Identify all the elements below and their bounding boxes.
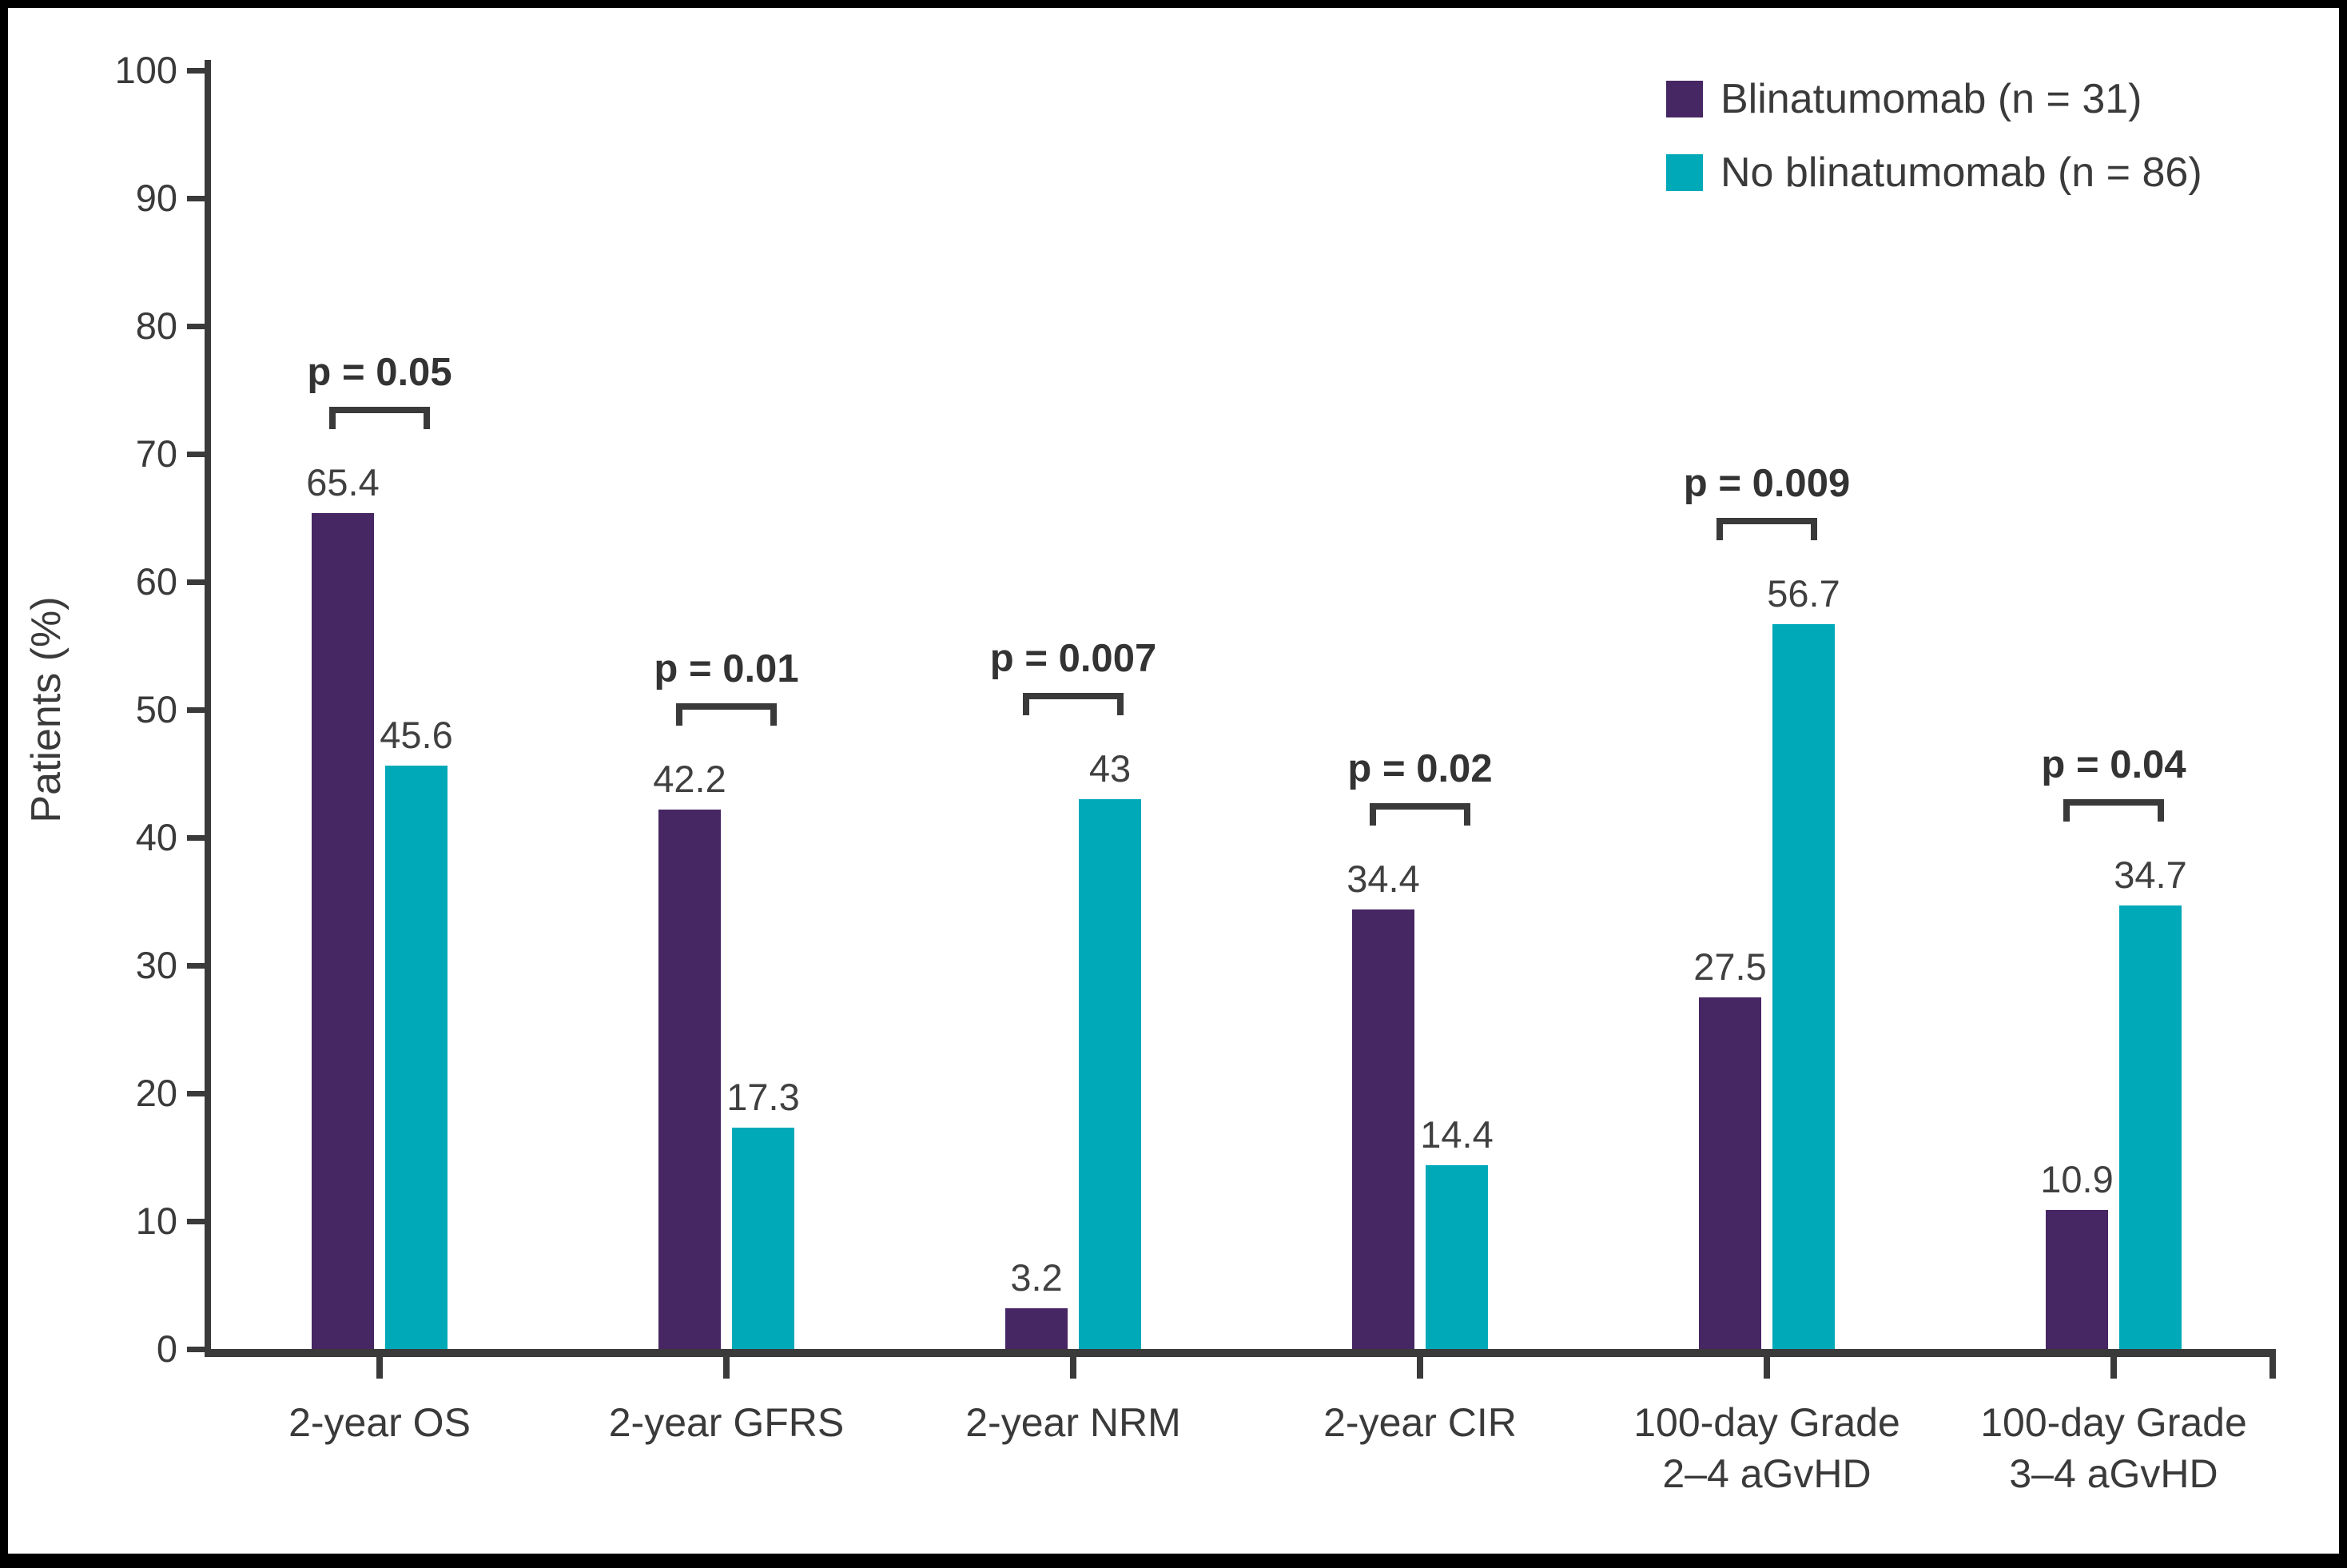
significance-bracket xyxy=(1023,693,1124,715)
significance-bracket xyxy=(676,702,777,726)
bar-value-label: 3.2 xyxy=(1010,1256,1063,1299)
significance-bracket xyxy=(329,406,430,429)
y-tick-label: 20 xyxy=(135,1072,177,1114)
x-axis-tick xyxy=(1070,1357,1076,1379)
bar-no-blinatumomab xyxy=(732,1128,794,1349)
bar-no-blinatumomab xyxy=(1079,799,1141,1349)
significance-bracket xyxy=(2063,798,2164,822)
bar-blinatumomab xyxy=(1005,1307,1068,1349)
y-axis-tick xyxy=(187,323,205,329)
significance-bracket xyxy=(1370,802,1470,826)
bar-value-label: 34.4 xyxy=(1347,857,1420,900)
y-tick-label: 100 xyxy=(114,49,177,91)
y-tick-label: 30 xyxy=(135,944,177,986)
y-axis-line xyxy=(205,60,211,1357)
y-tick-label: 40 xyxy=(135,816,177,858)
y-tick-label: 10 xyxy=(135,1200,177,1242)
y-axis-tick xyxy=(187,834,205,841)
y-tick-label: 50 xyxy=(135,688,177,730)
bar-value-label: 34.7 xyxy=(2114,853,2187,896)
category-label-line: 100-day Grade xyxy=(1633,1400,1900,1445)
p-value-label: p = 0.007 xyxy=(989,637,1157,680)
legend-label: No blinatumomab (n = 86) xyxy=(1720,149,2202,196)
bar-value-label: 43 xyxy=(1088,747,1132,790)
bar-value-label: 27.5 xyxy=(1693,945,1767,988)
category-label-line: 2-year NRM xyxy=(965,1400,1181,1445)
p-value-label: p = 0.01 xyxy=(654,647,799,690)
y-axis-tick xyxy=(187,195,205,201)
x-axis-tick xyxy=(723,1357,730,1379)
y-axis-tick xyxy=(187,579,205,585)
x-axis-tick xyxy=(376,1357,383,1379)
y-tick-label: 80 xyxy=(135,304,177,347)
x-axis-tick xyxy=(2110,1357,2117,1379)
legend-item: Blinatumomab (n = 31) xyxy=(1666,75,2202,123)
legend-swatch xyxy=(1666,81,1703,117)
category-label: 2-year CIR xyxy=(1244,1397,1596,1448)
legend-item: No blinatumomab (n = 86) xyxy=(1666,149,2202,197)
y-tick-label: 70 xyxy=(135,432,177,475)
legend-label: Blinatumomab (n = 31) xyxy=(1720,76,2142,122)
y-axis-tick xyxy=(187,1346,205,1352)
y-axis-tick xyxy=(187,962,205,969)
bar-blinatumomab xyxy=(658,809,721,1349)
category-label-line: 2-year GFRS xyxy=(608,1400,845,1445)
bar-no-blinatumomab xyxy=(2119,905,2182,1349)
y-axis-tick xyxy=(187,1218,205,1224)
bar-no-blinatumomab xyxy=(1772,623,1835,1349)
bar-value-label: 17.3 xyxy=(726,1076,800,1119)
category-label-line: 3–4 aGvHD xyxy=(2009,1451,2218,1496)
bar-blinatumomab xyxy=(1352,909,1414,1349)
y-axis-tick xyxy=(187,706,205,713)
y-axis-tick xyxy=(187,1090,205,1096)
chart-canvas: Patients (%) 0 10 20 30 40 50 60 70 80 90 100 65.4 4… xyxy=(8,8,2339,1554)
y-tick-label: 0 xyxy=(156,1327,177,1370)
bar-value-label: 56.7 xyxy=(1767,571,1840,615)
category-label-line: 2-year CIR xyxy=(1323,1400,1517,1445)
x-axis-line xyxy=(205,1349,2276,1357)
p-value-label: p = 0.04 xyxy=(2041,742,2186,786)
category-label: 100-day Grade 3–4 aGvHD xyxy=(1938,1397,2289,1499)
bar-value-label: 10.9 xyxy=(2040,1157,2114,1200)
x-axis-end-tick xyxy=(2269,1357,2276,1379)
significance-bracket xyxy=(1716,517,1817,540)
p-value-label: p = 0.009 xyxy=(1683,461,1851,505)
category-label-line: 2–4 aGvHD xyxy=(1662,1451,1872,1496)
y-tick-label: 60 xyxy=(135,560,177,603)
bar-no-blinatumomab xyxy=(1426,1164,1488,1349)
bar-blinatumomab xyxy=(1699,997,1761,1349)
y-axis-tick xyxy=(187,451,205,457)
category-label-line: 2-year OS xyxy=(288,1400,471,1445)
bar-no-blinatumomab xyxy=(385,766,448,1349)
legend-swatch xyxy=(1666,154,1703,191)
x-axis-tick xyxy=(1764,1357,1770,1379)
p-value-label: p = 0.05 xyxy=(307,350,452,394)
x-axis-tick xyxy=(1417,1357,1423,1379)
category-label-line: 100-day Grade xyxy=(1980,1400,2247,1445)
category-label: 2-year NRM xyxy=(897,1397,1249,1448)
bar-value-label: 45.6 xyxy=(380,714,453,757)
y-axis-tick xyxy=(187,67,205,74)
bar-value-label: 14.4 xyxy=(1420,1112,1494,1156)
bar-value-label: 42.2 xyxy=(653,757,726,800)
category-label: 2-year OS xyxy=(204,1397,555,1448)
bar-blinatumomab xyxy=(312,512,374,1349)
category-label: 2-year GFRS xyxy=(551,1397,902,1448)
p-value-label: p = 0.02 xyxy=(1347,746,1493,790)
y-tick-label: 90 xyxy=(135,177,177,219)
bar-blinatumomab xyxy=(2046,1209,2108,1349)
category-label: 100-day Grade 2–4 aGvHD xyxy=(1591,1397,1943,1499)
bar-value-label: 65.4 xyxy=(306,460,380,503)
legend: Blinatumomab (n = 31) No blinatumomab (n … xyxy=(1666,75,2202,222)
